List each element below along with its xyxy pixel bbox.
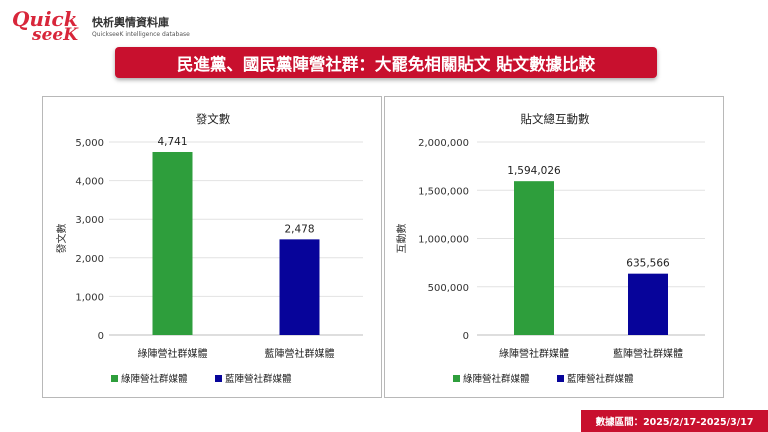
chart-panel-interactions: 貼文總互動數 0 500,000 1,000,000 1,500,000 2,000,00… bbox=[384, 96, 724, 398]
legend-swatch bbox=[557, 375, 564, 382]
legend-label: 藍陣營社群媒體 bbox=[225, 373, 292, 385]
y-tick-label: 2,000 bbox=[75, 254, 104, 265]
x-category-label: 藍陣營社群媒體 bbox=[265, 347, 335, 360]
title-banner: 民進黨、國民黨陣營社群：大罷免相關貼文 貼文數據比較 bbox=[115, 47, 657, 78]
y-tick-label: 1,000,000 bbox=[418, 235, 469, 246]
logo-word-quick: Quick bbox=[12, 7, 78, 31]
y-tick-label: 5,000 bbox=[75, 138, 104, 149]
y-tick-label: 2,000,000 bbox=[418, 138, 469, 149]
y-tick-label: 1,500,000 bbox=[418, 186, 469, 197]
y-axis-label: 互動數 bbox=[395, 224, 408, 254]
legend-label: 綠陣營社群媒體 bbox=[463, 373, 530, 385]
logo-word-seek: seeK bbox=[32, 25, 78, 45]
brand-name-en: QuickseeK intelligence database bbox=[92, 31, 190, 38]
bar-green bbox=[152, 151, 193, 335]
bar-green bbox=[514, 181, 554, 335]
y-tick-label: 0 bbox=[98, 331, 104, 342]
legend-swatch bbox=[215, 375, 222, 382]
bar-blue bbox=[279, 239, 320, 335]
y-tick-label: 4,000 bbox=[75, 177, 104, 188]
x-category-label: 藍陣營社群媒體 bbox=[613, 347, 683, 360]
x-category-label: 綠陣營社群媒體 bbox=[138, 347, 208, 360]
date-range-badge: 數據區間：2025/2/17-2025/3/17 bbox=[581, 410, 768, 432]
brand-name-zh: 快析輿情資料庫 bbox=[92, 16, 169, 29]
y-tick-label: 3,000 bbox=[75, 215, 104, 226]
y-tick-label: 0 bbox=[463, 331, 469, 342]
y-axis-label: 發文數 bbox=[55, 224, 68, 254]
bar-blue bbox=[628, 273, 668, 335]
legend-swatch bbox=[453, 375, 460, 382]
chart-posts-svg: 發文數 0 1,000 2,000 3,000 4,000 5,000 發文數 4,741 綠陣營… bbox=[55, 112, 363, 385]
chart-title: 貼文總互動數 bbox=[521, 112, 590, 126]
legend-label: 綠陣營社群媒體 bbox=[121, 373, 188, 385]
data-label: 1,594,026 bbox=[507, 165, 561, 177]
x-category-label: 綠陣營社群媒體 bbox=[499, 347, 569, 360]
legend-label: 藍陣營社群媒體 bbox=[567, 373, 634, 385]
y-tick-label: 500,000 bbox=[428, 283, 469, 294]
data-label: 2,478 bbox=[284, 223, 314, 235]
brand-logo: Quick seeK 快析輿情資料庫 QuickseeK intelligenc… bbox=[12, 8, 252, 44]
y-tick-label: 1,000 bbox=[75, 292, 104, 303]
chart-panel-posts: 發文數 0 1,000 2,000 3,000 4,000 5,000 發文數 4,741 綠陣營… bbox=[42, 96, 382, 398]
legend-swatch bbox=[111, 375, 118, 382]
chart-title: 發文數 bbox=[196, 112, 231, 126]
data-label: 4,741 bbox=[157, 136, 187, 148]
chart-interactions-svg: 貼文總互動數 0 500,000 1,000,000 1,500,000 2,000,00… bbox=[395, 112, 705, 385]
data-label: 635,566 bbox=[626, 258, 670, 270]
